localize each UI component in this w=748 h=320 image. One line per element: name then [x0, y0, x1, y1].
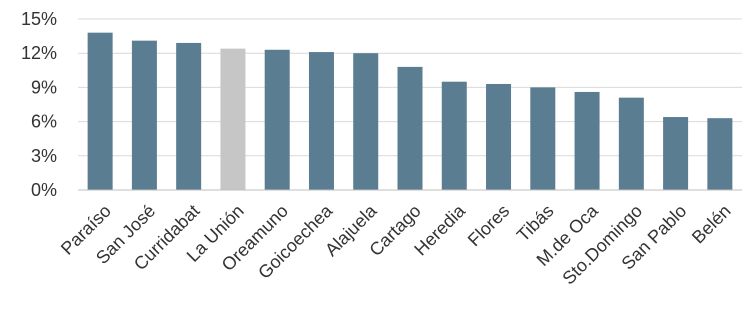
bar — [574, 91, 600, 190]
bar — [220, 48, 246, 190]
bar — [707, 118, 733, 190]
y-tick-label: 3% — [31, 146, 57, 166]
x-tick-label: Heredia — [410, 200, 469, 259]
bar — [87, 32, 113, 191]
y-tick-label: 9% — [31, 77, 57, 97]
bar — [131, 40, 157, 190]
bar — [530, 87, 556, 190]
bar — [663, 117, 689, 190]
bar — [176, 42, 202, 190]
bar — [353, 53, 379, 191]
bar — [397, 66, 423, 190]
bar — [618, 97, 644, 190]
y-axis-tick-labels: 0% 3% 6% 9% 12% 15% — [21, 9, 57, 200]
y-tick-label: 15% — [21, 9, 57, 29]
y-tick-label: 12% — [21, 43, 57, 63]
bar — [486, 83, 512, 190]
bar — [308, 52, 334, 191]
x-tick-label: Flores — [464, 201, 514, 251]
y-tick-label: 6% — [31, 112, 57, 132]
bar — [441, 81, 467, 190]
bar — [264, 49, 290, 190]
x-tick-label: Belén — [688, 201, 735, 248]
y-tick-label: 0% — [31, 180, 57, 200]
bars — [87, 32, 733, 191]
